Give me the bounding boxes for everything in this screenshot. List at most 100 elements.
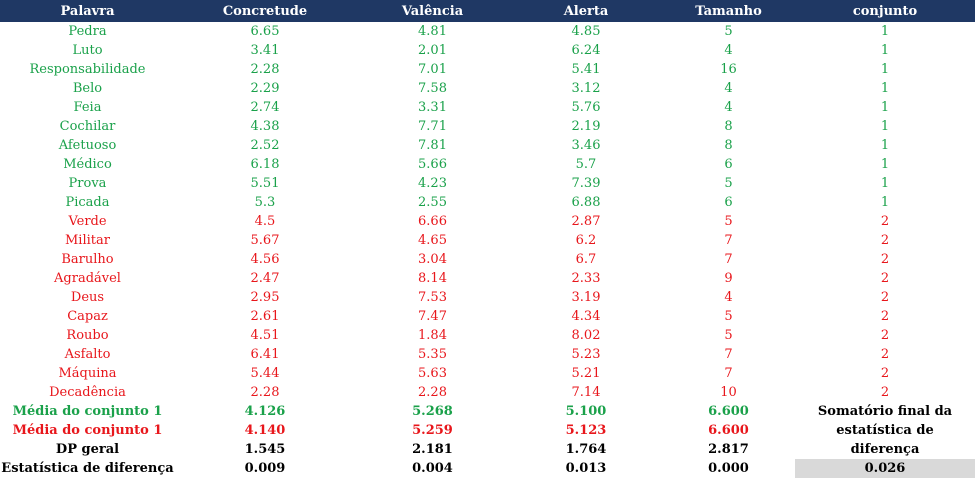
word-cell: Feia bbox=[73, 100, 102, 115]
valencia-cell: 7.58 bbox=[418, 81, 447, 96]
valencia-cell: 7.53 bbox=[418, 290, 447, 305]
valencia-summary: 5.259 bbox=[412, 423, 453, 438]
summary-row: Média do conjunto 1 4.126 5.268 5.100 6.600 S… bbox=[0, 402, 975, 457]
alerta-cell: 2.87 bbox=[571, 214, 601, 229]
header-alerta: Alerta bbox=[510, 0, 662, 22]
alerta-cell: 2.33 bbox=[571, 271, 601, 286]
table-row: Verde 4.5 6.66 2.87 5 2 bbox=[0, 212, 975, 231]
conjunto-cell: 2 bbox=[880, 290, 890, 305]
table-row: Pedra 6.65 4.81 4.85 5 1 bbox=[0, 22, 975, 41]
tamanho-cell: 10 bbox=[720, 385, 737, 400]
table-row: Agradável 2.47 8.14 2.33 9 2 bbox=[0, 269, 975, 288]
valencia-cell: 4.23 bbox=[418, 176, 447, 191]
alerta-summary: 1.764 bbox=[565, 442, 607, 457]
concretude-cell: 5.3 bbox=[254, 195, 276, 210]
tamanho-cell: 4 bbox=[724, 100, 733, 115]
tamanho-cell: 9 bbox=[724, 271, 733, 286]
alerta-cell: 3.12 bbox=[571, 81, 601, 96]
valencia-summary: 2.181 bbox=[412, 442, 453, 457]
concretude-cell: 3.41 bbox=[250, 43, 280, 58]
alerta-cell: 2.19 bbox=[571, 119, 601, 134]
concretude-cell: 4.5 bbox=[254, 214, 276, 229]
summary-row: DP geral 1.545 2.181 1.764 2.817 bbox=[0, 440, 975, 459]
header-conjunto: conjunto bbox=[795, 0, 975, 22]
table-row: Barulho 4.56 3.04 6.7 7 2 bbox=[0, 250, 975, 269]
tamanho-cell: 5 bbox=[724, 309, 733, 324]
conjunto-cell: 1 bbox=[880, 119, 890, 134]
header-tamanho: Tamanho bbox=[662, 0, 795, 22]
tamanho-cell: 6 bbox=[724, 195, 733, 210]
tamanho-cell: 16 bbox=[720, 62, 737, 77]
header-valencia: Valência bbox=[355, 0, 510, 22]
valencia-summary: 5.268 bbox=[412, 404, 453, 419]
valencia-cell: 7.71 bbox=[418, 119, 447, 134]
word-cell: Pedra bbox=[68, 24, 107, 39]
summary-label: Média do conjunto 1 bbox=[12, 423, 163, 438]
word-cell: Decadência bbox=[49, 385, 126, 400]
alerta-cell: 4.34 bbox=[571, 309, 601, 324]
alerta-cell: 7.39 bbox=[571, 176, 601, 191]
valencia-cell: 8.14 bbox=[418, 271, 447, 286]
concretude-summary: 4.126 bbox=[244, 404, 286, 419]
alerta-cell: 6.24 bbox=[571, 43, 601, 58]
alerta-cell: 5.21 bbox=[571, 366, 601, 381]
alerta-cell: 3.46 bbox=[571, 138, 601, 153]
alerta-cell: 5.76 bbox=[571, 100, 601, 115]
alerta-summary: 0.013 bbox=[565, 461, 607, 476]
table-row: Decadência 2.28 2.28 7.14 10 2 bbox=[0, 383, 975, 402]
concretude-cell: 2.95 bbox=[250, 290, 280, 305]
table-row: Deus 2.95 7.53 3.19 4 2 bbox=[0, 288, 975, 307]
summary-label: Média do conjunto 1 bbox=[12, 404, 163, 419]
valencia-cell: 5.63 bbox=[418, 366, 447, 381]
conjunto-cell: 1 bbox=[880, 24, 890, 39]
concretude-cell: 6.18 bbox=[250, 157, 280, 172]
tamanho-cell: 5 bbox=[724, 24, 733, 39]
conjunto-cell: 2 bbox=[880, 309, 890, 324]
concretude-cell: 4.56 bbox=[250, 252, 280, 267]
tamanho-cell: 5 bbox=[724, 214, 733, 229]
concretude-cell: 5.51 bbox=[250, 176, 280, 191]
final-total: 0.026 bbox=[795, 459, 975, 478]
conjunto-cell: 1 bbox=[880, 62, 890, 77]
table-row: Máquina 5.44 5.63 5.21 7 2 bbox=[0, 364, 975, 383]
valencia-cell: 5.66 bbox=[418, 157, 447, 172]
conjunto-cell: 1 bbox=[880, 176, 890, 191]
concretude-cell: 2.47 bbox=[250, 271, 280, 286]
concretude-cell: 2.29 bbox=[250, 81, 280, 96]
table-row: Militar 5.67 4.65 6.2 7 2 bbox=[0, 231, 975, 250]
word-cell: Médico bbox=[63, 157, 112, 172]
valencia-cell: 1.84 bbox=[418, 328, 447, 343]
alerta-cell: 3.19 bbox=[571, 290, 601, 305]
word-cell: Barulho bbox=[61, 252, 114, 267]
conjunto-cell: 2 bbox=[880, 347, 890, 362]
tamanho-cell: 6 bbox=[724, 157, 733, 172]
valencia-cell: 7.47 bbox=[418, 309, 447, 324]
alerta-summary: 5.100 bbox=[565, 404, 607, 419]
concretude-cell: 5.67 bbox=[250, 233, 280, 248]
alerta-cell: 6.2 bbox=[575, 233, 597, 248]
valencia-cell: 2.55 bbox=[418, 195, 447, 210]
tamanho-cell: 4 bbox=[724, 290, 733, 305]
concretude-cell: 6.41 bbox=[250, 347, 280, 362]
valencia-cell: 4.65 bbox=[418, 233, 447, 248]
concretude-cell: 4.38 bbox=[250, 119, 280, 134]
valencia-cell: 5.35 bbox=[418, 347, 447, 362]
conjunto-cell: 1 bbox=[880, 100, 890, 115]
concretude-cell: 2.28 bbox=[250, 385, 280, 400]
word-cell: Asfalto bbox=[64, 347, 111, 362]
alerta-cell: 4.85 bbox=[571, 24, 601, 39]
table-row: Afetuoso 2.52 7.81 3.46 8 1 bbox=[0, 136, 975, 155]
tamanho-summary: 2.817 bbox=[708, 442, 749, 457]
tamanho-cell: 8 bbox=[724, 119, 733, 134]
valencia-cell: 2.01 bbox=[418, 43, 447, 58]
word-cell: Luto bbox=[72, 43, 103, 58]
concretude-summary: 4.140 bbox=[244, 423, 286, 438]
valencia-cell: 2.28 bbox=[418, 385, 447, 400]
summary-label: DP geral bbox=[55, 442, 120, 457]
concretude-cell: 2.74 bbox=[250, 100, 280, 115]
concretude-cell: 2.28 bbox=[250, 62, 280, 77]
header-palavra: Palavra bbox=[0, 0, 175, 22]
conjunto-cell: 2 bbox=[880, 385, 890, 400]
conjunto-cell: 1 bbox=[880, 138, 890, 153]
summary-row: Estatística de diferença 0.009 0.004 0.013 0… bbox=[0, 459, 975, 478]
